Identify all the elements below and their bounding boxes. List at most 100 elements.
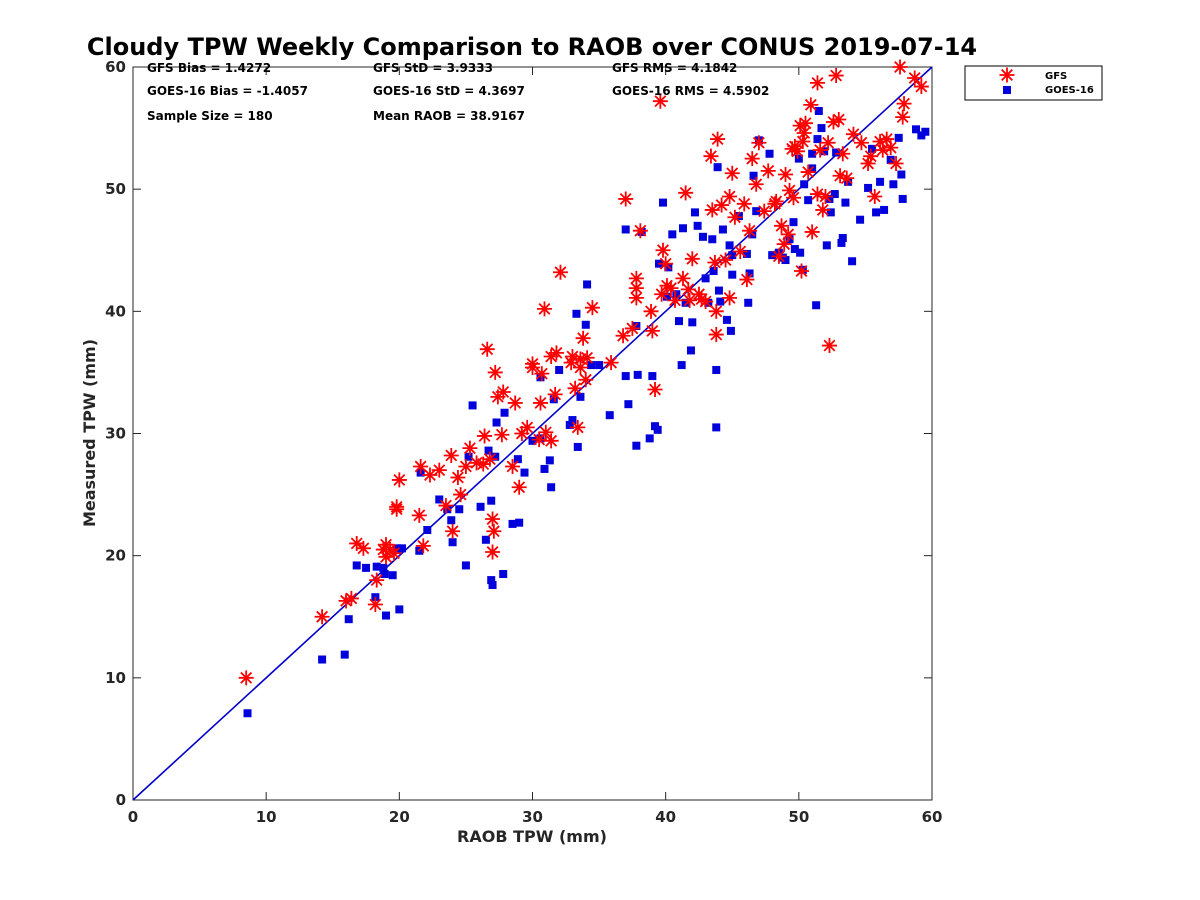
- goes16-point: [712, 423, 721, 432]
- gfs-point: [389, 499, 405, 515]
- mean-raob-stat: Mean RAOB = 38.9167: [373, 109, 525, 123]
- goes16-point: [713, 163, 722, 172]
- gfs-point: [727, 209, 743, 225]
- gfs-point: [682, 292, 698, 308]
- gfs-point: [647, 382, 663, 398]
- goes16-point: [318, 655, 327, 664]
- y-tick-label: 10: [105, 669, 126, 687]
- goes16-point: [718, 225, 727, 234]
- goes16-point: [624, 400, 633, 409]
- gfs-point: [875, 142, 891, 158]
- gfs-point: [479, 341, 495, 357]
- goes16-point: [344, 615, 353, 624]
- goes16-point: [513, 455, 522, 464]
- goes16-point: [380, 569, 389, 578]
- gfs-point: [680, 281, 696, 297]
- goes16-point: [484, 446, 493, 455]
- gfs-point: [832, 168, 848, 184]
- gfs-point: [511, 479, 527, 495]
- gfs-point: [691, 286, 707, 302]
- legend-gfs-label: GFS: [1045, 71, 1067, 82]
- gfs-point: [349, 535, 365, 551]
- goes16-point: [520, 468, 529, 477]
- gfs-std-stat: GFS StD = 3.9333: [373, 61, 493, 75]
- gfs-point: [678, 185, 694, 201]
- gfs-point: [652, 93, 668, 109]
- goes16-point: [837, 238, 846, 247]
- gfs-point: [907, 70, 923, 86]
- goes16-point: [547, 483, 556, 492]
- gfs-point: [892, 59, 908, 75]
- gfs-point: [793, 263, 809, 279]
- goes16-point: [528, 436, 537, 445]
- goes16-point: [555, 365, 564, 374]
- gfs-point: [821, 338, 837, 354]
- goes16-point: [856, 215, 865, 224]
- gfs-point: [845, 126, 861, 142]
- goes16-point: [794, 154, 803, 163]
- gfs-point: [519, 419, 535, 435]
- gfs-point: [543, 433, 559, 449]
- x-tick-label: 50: [788, 808, 809, 826]
- goes16-point: [894, 133, 903, 142]
- gfs-point: [787, 138, 803, 154]
- gfs-point: [525, 356, 540, 372]
- goes16-point: [352, 561, 361, 570]
- goes16-point: [583, 280, 592, 289]
- gfs-point: [817, 188, 833, 204]
- gfs-point: [756, 203, 772, 219]
- goes16-point: [880, 205, 889, 214]
- goes16-point: [826, 208, 835, 217]
- gfs-point: [815, 202, 831, 218]
- goes16-point: [397, 544, 406, 553]
- gfs-point: [797, 115, 813, 131]
- goes16-point: [744, 298, 753, 307]
- legend-goes-label: GOES-16: [1045, 85, 1094, 96]
- one-to-one-line: [132, 66, 933, 801]
- goes16-point: [800, 180, 809, 189]
- goes16-point: [808, 149, 817, 158]
- gfs-point: [618, 191, 634, 207]
- goes16-point: [864, 183, 873, 192]
- gfs-point: [792, 118, 808, 134]
- gfs-point: [536, 301, 552, 317]
- goes16-point: [832, 148, 841, 157]
- goes16-point: [362, 563, 371, 572]
- gfs-point: [438, 498, 454, 514]
- gfs-point: [736, 196, 752, 212]
- goes16-point: [752, 207, 761, 216]
- goes16-point: [435, 495, 444, 504]
- gfs-point: [707, 254, 723, 270]
- gfs-point: [732, 243, 748, 259]
- gfs-point: [547, 386, 563, 402]
- x-tick-label: 30: [522, 808, 543, 826]
- goes16-point: [726, 326, 735, 335]
- gfs-point: [238, 670, 254, 686]
- gfs-point: [485, 544, 501, 560]
- gfs-point: [532, 395, 548, 411]
- gfs-point: [485, 511, 501, 527]
- goes16-point: [340, 650, 349, 659]
- gfs-point: [443, 447, 459, 463]
- goes16-point: [632, 321, 641, 330]
- gfs-point: [369, 572, 385, 588]
- goes16-point: [725, 241, 734, 250]
- y-axis-label: Measured TPW (mm): [80, 339, 99, 527]
- gfs-rms-stat: GFS RMS = 4.1842: [612, 61, 737, 75]
- goes16-point: [581, 320, 590, 329]
- goes16-point: [549, 395, 558, 404]
- x-tick-label: 20: [389, 808, 410, 826]
- gfs-point: [780, 226, 796, 242]
- gfs-point: [684, 251, 700, 267]
- legend-box: [964, 65, 1103, 101]
- gfs-point: [543, 349, 559, 365]
- goes16-point: [714, 286, 723, 295]
- gfs-point: [422, 467, 438, 483]
- goes16-point: [796, 248, 805, 257]
- goes16-point: [572, 309, 581, 318]
- goes16-point: [830, 190, 839, 199]
- x-tick-label: 0: [128, 808, 138, 826]
- goes16-point: [595, 361, 604, 370]
- gfs-point: [704, 202, 720, 218]
